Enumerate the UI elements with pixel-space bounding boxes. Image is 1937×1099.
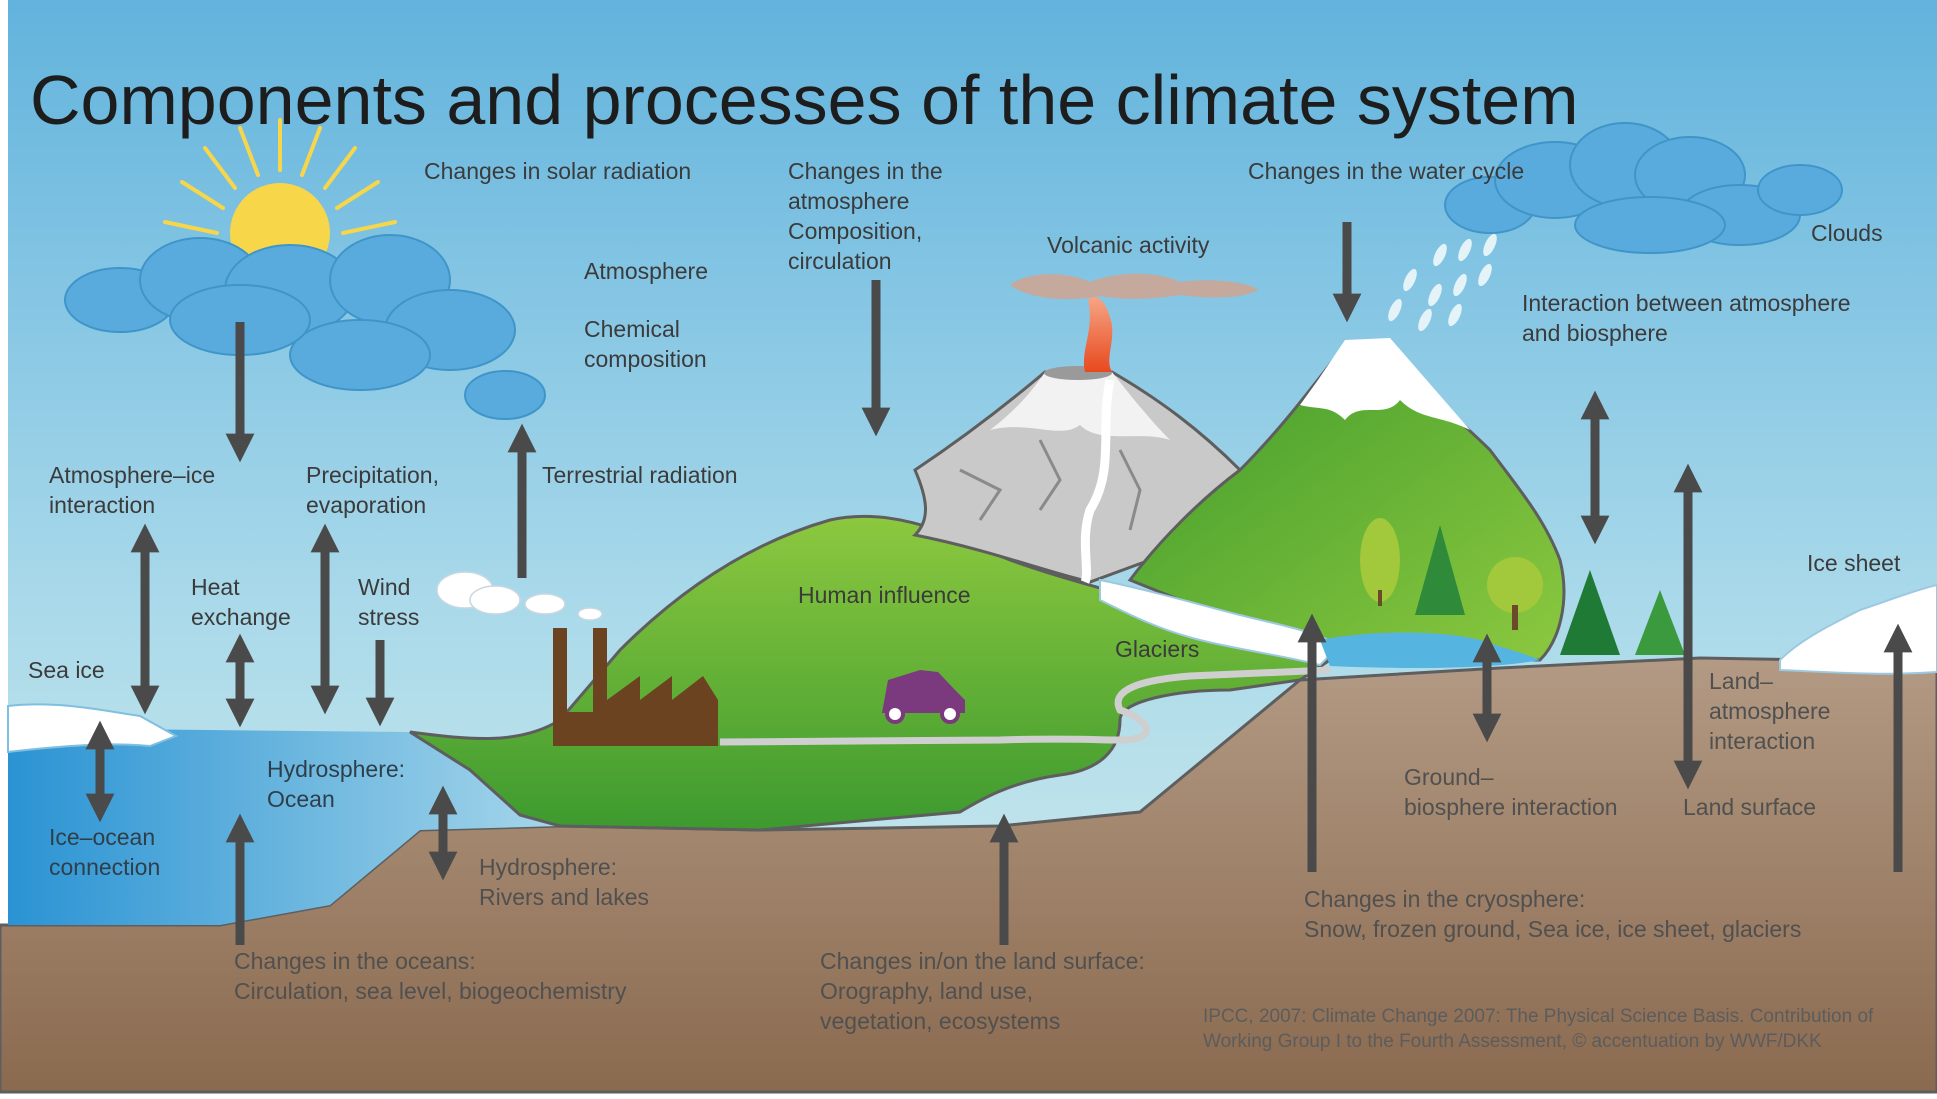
ocean [8, 728, 560, 925]
river [719, 666, 1331, 746]
label-precip: Precipitation, evaporation [306, 462, 439, 518]
label-volcanic: Volcanic activity [1047, 232, 1210, 258]
label-terrestrial: Terrestrial radiation [542, 462, 738, 488]
smoke-puffs [436, 571, 603, 621]
label-atm-biosphere: Interaction between atmosphere and biosp… [1522, 290, 1851, 346]
label-land-surface: Land surface [1683, 794, 1816, 820]
rain-icon [1388, 233, 1497, 332]
label-atmosphere: Atmosphere [584, 258, 709, 284]
label-water-cycle: Changes in the water cycle [1248, 158, 1525, 184]
label-sea-ice: Sea ice [28, 657, 105, 683]
label-ground-bio: Ground– biosphere interaction [1404, 764, 1618, 820]
car-icon [882, 670, 965, 724]
label-land-atm: Land– atmosphere interaction [1709, 668, 1831, 754]
label-ice-ocean: Ice–ocean connection [49, 824, 161, 880]
label-atmosphere-changes: Changes in the atmosphere Composition, c… [788, 158, 943, 274]
label-cryosphere: Changes in the cryosphere: Snow, frozen … [1304, 886, 1802, 942]
trees [1360, 518, 1685, 655]
label-atm-ice: Atmosphere–ice interaction [49, 462, 216, 518]
cloud-left [64, 234, 546, 420]
label-solar: Changes in solar radiation [424, 158, 692, 184]
source-credit: IPCC, 2007: Climate Change 2007: The Phy… [1203, 1006, 1874, 1052]
label-land-changes: Changes in/on the land surface: Orograph… [820, 948, 1145, 1034]
label-clouds: Clouds [1811, 220, 1883, 246]
label-ice-sheet: Ice sheet [1807, 550, 1901, 576]
label-hydro-rivers: Hydrosphere: Rivers and lakes [479, 854, 650, 910]
label-oceans: Changes in the oceans: Circulation, sea … [234, 948, 627, 1004]
cloud-right [1444, 122, 1843, 254]
ash-cloud [1010, 273, 1258, 300]
label-chemical: Chemical composition [584, 316, 707, 372]
label-heat: Heat exchange [191, 574, 291, 630]
volcanic-plume [1083, 296, 1113, 372]
label-human: Human influence [798, 582, 971, 608]
arrows [85, 222, 1913, 945]
label-hydro-ocean: Hydrosphere: Ocean [267, 756, 406, 812]
page-title: Components and processes of the climate … [30, 61, 1579, 139]
label-wind: Wind stress [358, 574, 420, 630]
factory [553, 628, 718, 746]
label-glaciers: Glaciers [1115, 636, 1200, 662]
